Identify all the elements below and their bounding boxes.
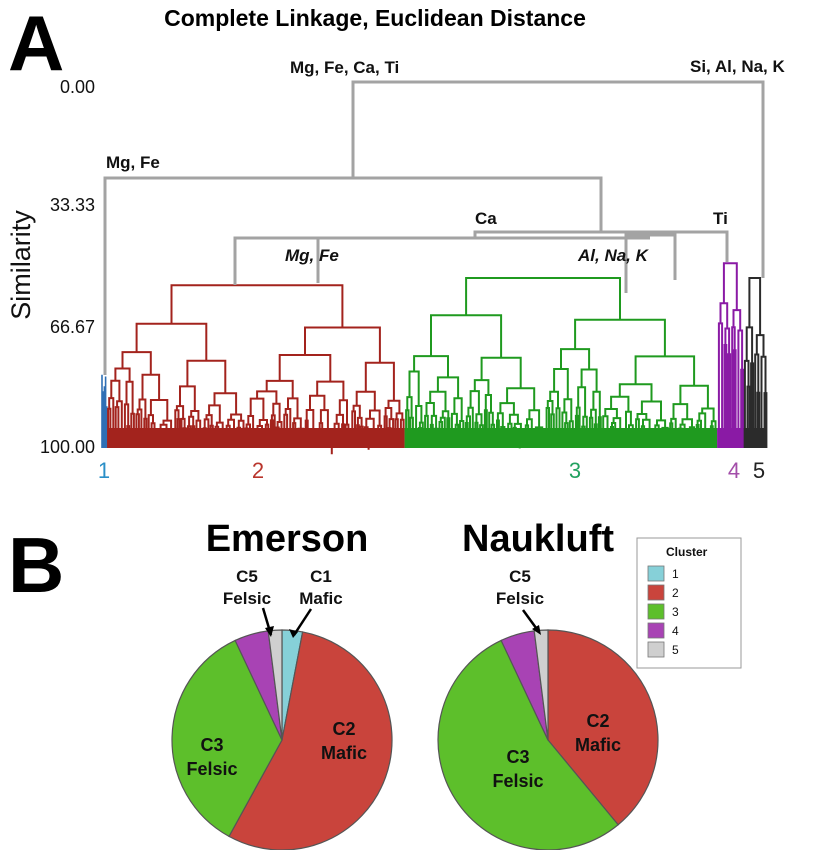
callout-mafic: Mafic: [299, 589, 342, 608]
arrowhead-icon: [532, 625, 541, 635]
y-tick-label: 33.33: [50, 195, 95, 215]
pie-slice-cluster-3: [437, 639, 619, 850]
y-tick-label: 100.00: [40, 437, 95, 457]
link-root-merge: [351, 80, 765, 278]
callout-c1: C1: [310, 567, 332, 586]
dendrogram-upper-links: [103, 80, 765, 375]
legend-label-4: 4: [672, 624, 679, 638]
panel-letter-a: A: [8, 0, 64, 87]
callout-felsic: Felsic: [223, 589, 271, 608]
pie-title-naukluft: Naukluft: [462, 518, 614, 560]
legend-swatch-4: [647, 622, 665, 639]
legend-swatch-3: [647, 603, 665, 620]
link-cluster3-top: [624, 233, 677, 293]
pie-label-c3: C3: [200, 735, 223, 755]
legend-title: Cluster: [666, 545, 708, 559]
callout-arrow-c1: [292, 608, 313, 636]
pie-label-felsic: Felsic: [186, 759, 237, 779]
legend-swatch-1: [647, 565, 665, 582]
pie-slice-cluster-5: [533, 629, 549, 741]
dendrogram-title: Complete Linkage, Euclidean Distance: [164, 5, 586, 31]
cluster-label-2: 2: [252, 458, 264, 483]
callout-felsic: Felsic: [496, 589, 544, 608]
node-label-ti: Ti: [713, 209, 728, 228]
callout-c5: C5: [509, 567, 531, 586]
node-label-ca: Ca: [475, 209, 497, 228]
node-label-alnak-italic: Al, Na, K: [577, 246, 650, 265]
panel-letter-b: B: [8, 521, 64, 609]
node-label-mgfe: Mg, Fe: [106, 153, 160, 172]
y-tick-label: 66.67: [50, 317, 95, 337]
callout-c5: C5: [236, 567, 258, 586]
cluster-label-5: 5: [753, 458, 765, 483]
cluster-1-branches: [101, 374, 108, 448]
arrowhead-icon: [289, 629, 298, 638]
pie-label-c3: C3: [506, 747, 529, 767]
cluster-4-branches: [717, 262, 745, 448]
pie-label-mafic: Mafic: [575, 735, 621, 755]
dendrogram-clusters: [101, 262, 768, 455]
pie-label-c2: C2: [332, 719, 355, 739]
y-axis-label: Similarity: [6, 210, 36, 320]
legend-label-5: 5: [672, 643, 679, 657]
y-tick-label: 0.00: [60, 77, 95, 97]
arrowhead-icon: [265, 626, 274, 637]
pie-label-felsic: Felsic: [492, 771, 543, 791]
legend-label-1: 1: [672, 567, 679, 581]
link-cluster2-top: [233, 236, 320, 285]
pie-title-emerson: Emerson: [206, 518, 369, 560]
node-label-mgfecati: Mg, Fe, Ca, Ti: [290, 58, 399, 77]
pie-label-c2: C2: [586, 711, 609, 731]
cluster-3-branches: [405, 277, 717, 449]
pie-naukluft: [437, 629, 659, 850]
pie-slice-cluster-3: [171, 639, 283, 838]
cluster-4-leaves: [717, 428, 744, 448]
legend: Cluster 1 2 3 4 5: [636, 537, 742, 669]
cluster-5-leaves: [743, 428, 767, 448]
legend-items: 1 2 3 4 5: [647, 565, 679, 658]
link-mgfe-merge: [103, 176, 603, 375]
node-label-sialnak: Si, Al, Na, K: [690, 57, 786, 76]
pie-slice-cluster-2: [547, 629, 659, 826]
legend-label-2: 2: [672, 586, 679, 600]
cluster-5-branches: [743, 277, 768, 448]
legend-swatch-5: [647, 641, 665, 658]
cluster-label-4: 4: [728, 458, 740, 483]
node-label-mgfe-italic: Mg, Fe: [285, 246, 339, 265]
legend-swatch-2: [647, 584, 665, 601]
cluster-3-leaves: [404, 428, 718, 448]
pie-emerson: [171, 629, 393, 850]
legend-label-3: 3: [672, 605, 679, 619]
cluster-2-leaves: [107, 428, 405, 448]
pie-label-mafic: Mafic: [321, 743, 367, 763]
cluster-label-1: 1: [98, 458, 110, 483]
cluster-label-3: 3: [569, 458, 581, 483]
